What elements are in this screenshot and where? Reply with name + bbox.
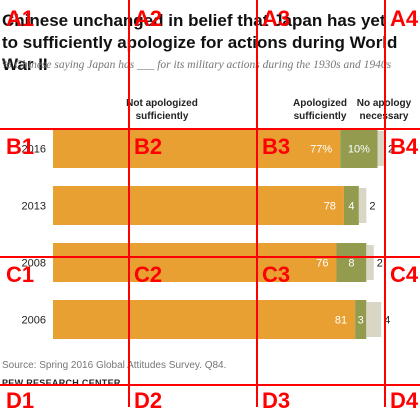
bar-segment: [53, 186, 344, 225]
grid-cell-label: D3: [262, 388, 291, 413]
grid-cell-label: A1: [6, 6, 35, 31]
data-label: 3: [358, 315, 364, 327]
organization-label: PEW RESEARCH CENTER: [2, 378, 121, 388]
category-label: 2016: [22, 144, 46, 156]
bar-segment: [53, 243, 337, 282]
grid-cell-label: C4: [390, 262, 419, 287]
data-label: 4: [348, 201, 354, 213]
grid-cell-label: C3: [262, 262, 291, 287]
bar-segment: [53, 300, 356, 339]
category-label: 2013: [22, 201, 46, 213]
column-header-not-sufficient: Not apologized sufficiently: [126, 98, 198, 122]
source-note: Source: Spring 2016 Global Attitudes Sur…: [2, 360, 227, 371]
bar-segment: [340, 129, 378, 168]
bar-segment: [53, 129, 341, 168]
bar-segment: [355, 300, 367, 339]
data-label: 2: [388, 144, 394, 156]
grid-cell-label: B2: [134, 134, 163, 159]
grid-cell-label: B4: [390, 134, 419, 159]
grid-cell-label: D2: [134, 388, 163, 413]
data-label: 8: [348, 258, 354, 270]
data-label: 2: [377, 258, 383, 270]
data-label: 4: [384, 315, 390, 327]
grid-line-horizontal: [0, 128, 420, 130]
grid-line-vertical: [256, 0, 258, 407]
grid-line-vertical: [384, 0, 386, 407]
data-label: 78: [324, 201, 336, 213]
bar-segment: [366, 245, 374, 280]
grid-cell-label: B1: [6, 134, 35, 159]
chart-subtitle: % Chinese saying Japan has ___ for its m…: [2, 59, 392, 71]
grid-cell-label: B3: [262, 134, 291, 159]
grid-cell-label: C2: [134, 262, 163, 287]
grid-line-horizontal: [0, 384, 420, 386]
data-label: 81: [335, 315, 347, 327]
grid-line-horizontal: [0, 256, 420, 258]
grid-cell-label: C1: [6, 262, 35, 287]
grid-cell-label: A2: [134, 6, 163, 31]
data-label: 2: [369, 201, 375, 213]
column-header-sufficient: Apologized sufficiently: [293, 98, 347, 122]
chart-title: Chinese unchanged in belief that Japan h…: [2, 11, 398, 74]
grid-cell-label: D4: [390, 388, 419, 413]
category-label: 2006: [22, 315, 46, 327]
grid-cell-label: D1: [6, 388, 35, 413]
bar-segment: [366, 302, 382, 337]
grid-cell-label: A3: [262, 6, 291, 31]
data-label: 77%: [310, 144, 332, 156]
category-label: 2008: [22, 258, 46, 270]
bar-segment: [358, 188, 367, 223]
data-label: 10%: [348, 144, 370, 156]
data-label: 76: [316, 258, 328, 270]
bar-segment: [343, 186, 359, 225]
grid-line-vertical: [128, 0, 130, 407]
bar-segment: [336, 243, 367, 282]
bar-segment: [377, 131, 385, 166]
grid-cell-label: A4: [390, 6, 419, 31]
